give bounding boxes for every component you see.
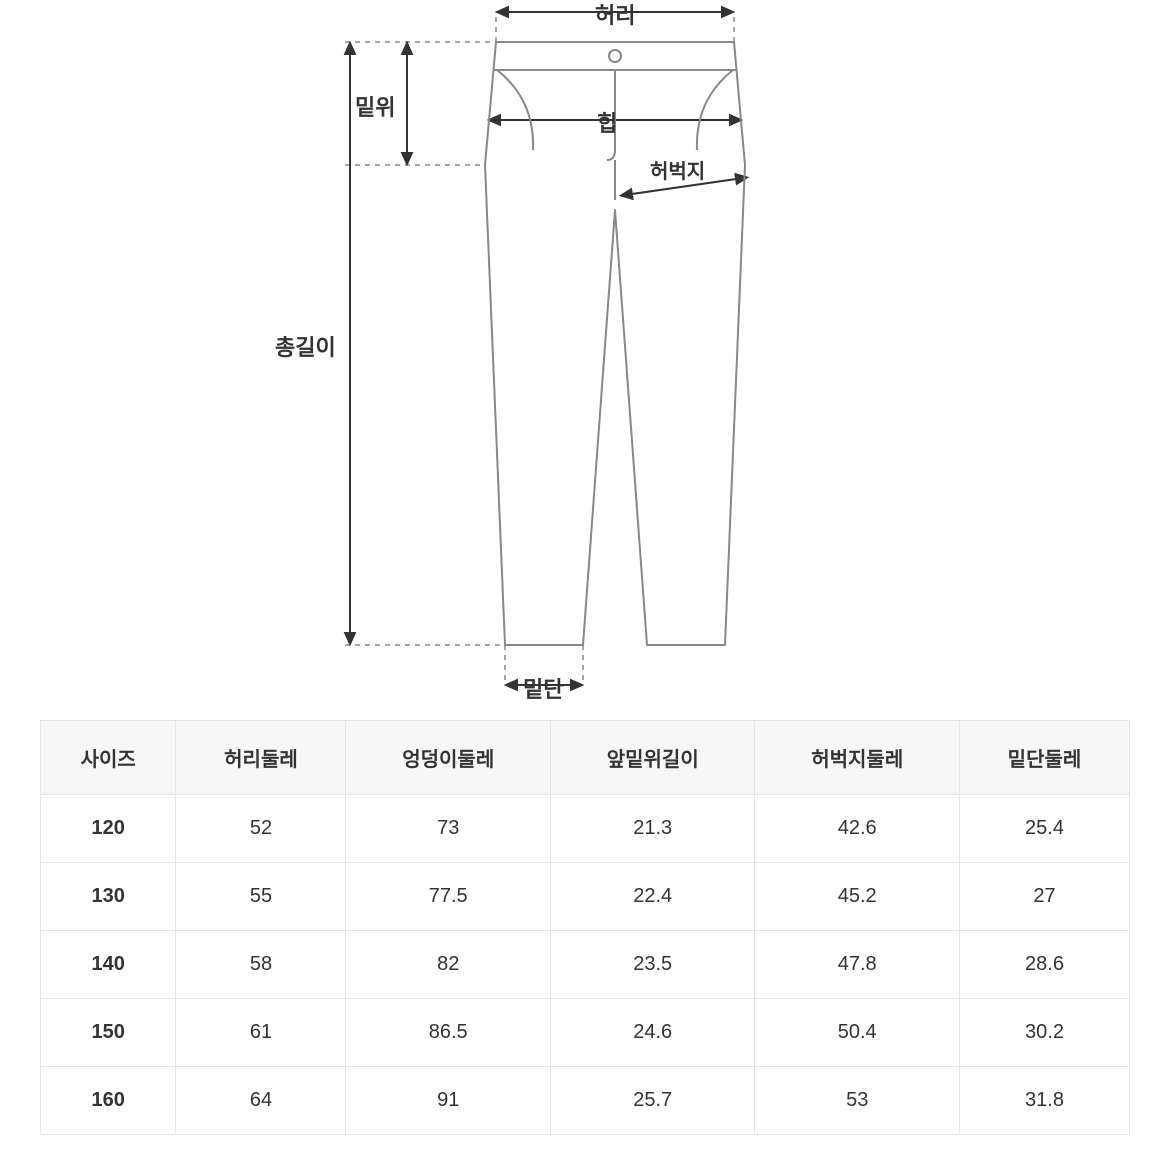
cell: 27 (959, 863, 1129, 931)
col-hip: 엉덩이둘레 (346, 721, 551, 795)
cell: 47.8 (755, 931, 960, 999)
cell-size: 140 (41, 931, 176, 999)
cell: 77.5 (346, 863, 551, 931)
cell-size: 130 (41, 863, 176, 931)
col-rise: 앞밑위길이 (550, 721, 755, 795)
cell: 31.8 (959, 1067, 1129, 1135)
cell: 24.6 (550, 999, 755, 1067)
cell: 28.6 (959, 931, 1129, 999)
cell: 64 (176, 1067, 346, 1135)
cell: 25.4 (959, 795, 1129, 863)
cell-size: 150 (41, 999, 176, 1067)
cell-size: 160 (41, 1067, 176, 1135)
label-rise: 밑위 (355, 90, 395, 122)
size-table: 사이즈 허리둘레 엉덩이둘레 앞밑위길이 허벅지둘레 밑단둘레 120 52 7… (40, 720, 1130, 1135)
pants-measurement-diagram: 허리 밑위 힙 허벅지 총길이 밑단 (235, 0, 935, 710)
label-thigh: 허벅지 (650, 155, 705, 184)
cell: 53 (755, 1067, 960, 1135)
cell: 25.7 (550, 1067, 755, 1135)
cell: 73 (346, 795, 551, 863)
cell: 82 (346, 931, 551, 999)
table-row: 150 61 86.5 24.6 50.4 30.2 (41, 999, 1130, 1067)
cell: 55 (176, 863, 346, 931)
cell-size: 120 (41, 795, 176, 863)
col-hem: 밑단둘레 (959, 721, 1129, 795)
table-row: 120 52 73 21.3 42.6 25.4 (41, 795, 1130, 863)
cell: 23.5 (550, 931, 755, 999)
cell: 58 (176, 931, 346, 999)
label-waist: 허리 (595, 0, 635, 30)
table-row: 160 64 91 25.7 53 31.8 (41, 1067, 1130, 1135)
col-waist: 허리둘레 (176, 721, 346, 795)
cell: 86.5 (346, 999, 551, 1067)
table-row: 130 55 77.5 22.4 45.2 27 (41, 863, 1130, 931)
table-header-row: 사이즈 허리둘레 엉덩이둘레 앞밑위길이 허벅지둘레 밑단둘레 (41, 721, 1130, 795)
col-thigh: 허벅지둘레 (755, 721, 960, 795)
cell: 52 (176, 795, 346, 863)
cell: 22.4 (550, 863, 755, 931)
cell: 21.3 (550, 795, 755, 863)
pants-svg (235, 0, 935, 710)
col-size: 사이즈 (41, 721, 176, 795)
label-hem: 밑단 (523, 672, 563, 704)
cell: 42.6 (755, 795, 960, 863)
cell: 30.2 (959, 999, 1129, 1067)
cell: 61 (176, 999, 346, 1067)
cell: 50.4 (755, 999, 960, 1067)
cell: 91 (346, 1067, 551, 1135)
label-total-length: 총길이 (275, 330, 336, 362)
label-hip: 힙 (597, 106, 617, 138)
table-row: 140 58 82 23.5 47.8 28.6 (41, 931, 1130, 999)
cell: 45.2 (755, 863, 960, 931)
